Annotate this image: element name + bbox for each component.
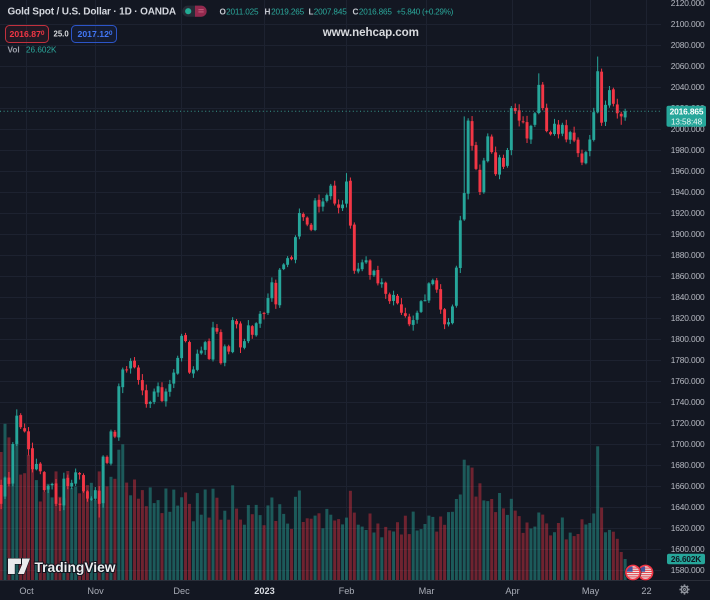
svg-text:Mar: Mar	[419, 586, 435, 596]
svg-text:26.602K: 26.602K	[26, 46, 57, 55]
svg-text:Dec: Dec	[173, 586, 190, 596]
svg-text:Oct: Oct	[19, 586, 34, 596]
svg-text:H: H	[265, 7, 271, 16]
svg-text:2120.000: 2120.000	[671, 0, 705, 8]
svg-text:1980.000: 1980.000	[671, 145, 705, 155]
svg-text:Vol: Vol	[8, 46, 20, 55]
svg-text:www.nehcap.com: www.nehcap.com	[322, 26, 419, 39]
svg-text:1620.000: 1620.000	[671, 523, 705, 533]
svg-text:2011.025: 2011.025	[226, 7, 259, 16]
svg-text:1680.000: 1680.000	[671, 460, 705, 470]
svg-text:1900.000: 1900.000	[671, 229, 705, 239]
svg-text:2060.000: 2060.000	[671, 61, 705, 71]
svg-text:2080.000: 2080.000	[671, 40, 705, 50]
svg-text:1600.000: 1600.000	[671, 544, 705, 554]
svg-text:2016.865: 2016.865	[359, 7, 393, 16]
svg-text:1640.000: 1640.000	[671, 502, 705, 512]
svg-text:2016.865: 2016.865	[670, 107, 704, 117]
svg-text:25.0: 25.0	[54, 30, 70, 39]
svg-text:2016.870: 2016.870	[10, 29, 45, 39]
svg-text:1940.000: 1940.000	[671, 187, 705, 197]
svg-text:Gold Spot / U.S. Dollar · 1D ·: Gold Spot / U.S. Dollar · 1D · OANDA	[8, 7, 177, 18]
svg-text:1800.000: 1800.000	[671, 334, 705, 344]
svg-text:+5.840 (+0.29%): +5.840 (+0.29%)	[397, 7, 454, 16]
svg-text:TradingView: TradingView	[35, 560, 116, 575]
svg-text:O: O	[220, 7, 227, 16]
svg-text:2100.000: 2100.000	[671, 19, 705, 29]
svg-text:2007.845: 2007.845	[314, 7, 348, 16]
svg-text:1660.000: 1660.000	[671, 481, 705, 491]
svg-text:2040.000: 2040.000	[671, 82, 705, 92]
svg-text:1740.000: 1740.000	[671, 397, 705, 407]
svg-text:1780.000: 1780.000	[671, 355, 705, 365]
svg-text:1960.000: 1960.000	[671, 166, 705, 176]
svg-text:1820.000: 1820.000	[671, 313, 705, 323]
svg-text:26.602K: 26.602K	[671, 555, 701, 564]
svg-text:L: L	[309, 7, 314, 16]
svg-text:2019.265: 2019.265	[271, 7, 305, 16]
svg-text:1700.000: 1700.000	[671, 439, 705, 449]
svg-text:2000.000: 2000.000	[671, 124, 705, 134]
svg-text:Nov: Nov	[87, 586, 104, 596]
svg-text:2023: 2023	[254, 586, 274, 596]
svg-text:1880.000: 1880.000	[671, 250, 705, 260]
svg-text:13:58:48: 13:58:48	[671, 118, 703, 127]
svg-text:Feb: Feb	[339, 586, 355, 596]
svg-text:1840.000: 1840.000	[671, 292, 705, 302]
svg-text:2017.120: 2017.120	[78, 29, 113, 39]
svg-text:22: 22	[641, 586, 651, 596]
svg-text:1720.000: 1720.000	[671, 418, 705, 428]
svg-text:1760.000: 1760.000	[671, 376, 705, 386]
svg-text:1860.000: 1860.000	[671, 271, 705, 281]
svg-text:May: May	[582, 586, 600, 596]
svg-text:1580.000: 1580.000	[671, 565, 705, 575]
svg-text:C: C	[353, 7, 359, 16]
svg-text:1920.000: 1920.000	[671, 208, 705, 218]
svg-text:Apr: Apr	[505, 586, 519, 596]
